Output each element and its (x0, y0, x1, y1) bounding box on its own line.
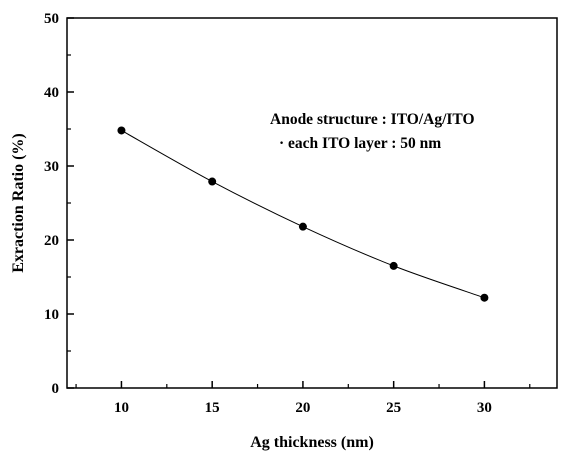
plot-frame (66, 17, 558, 389)
x-tick-label: 20 (295, 400, 310, 416)
x-tick-label: 15 (205, 400, 220, 416)
data-point (480, 293, 489, 302)
annotation-anode-structure: Anode structure : ITO/Ag/ITO (270, 111, 475, 128)
y-tick-label: 30 (44, 159, 59, 175)
y-axis-title: Exraction Ratio (%) (10, 133, 27, 273)
data-point (117, 126, 126, 135)
x-axis-title: Ag thickness (nm) (250, 434, 374, 451)
data-point (389, 261, 398, 270)
ticks: 0 10 20 30 40 50 10 15 20 25 30 (44, 11, 531, 416)
x-tick-label: 10 (114, 400, 129, 416)
y-tick-label: 0 (52, 381, 60, 397)
data-point (298, 222, 307, 231)
y-tick-label: 40 (44, 85, 59, 101)
x-tick-label: 30 (477, 400, 492, 416)
y-tick-label: 20 (44, 233, 59, 249)
x-tick-label: 25 (386, 400, 401, 416)
series (117, 126, 489, 302)
y-tick-label: 50 (44, 11, 59, 27)
y-tick-label: 10 (44, 307, 59, 323)
data-point (208, 177, 217, 186)
annotation-ito-layer: · each ITO layer : 50 nm (279, 135, 441, 152)
series-line (121, 130, 485, 299)
